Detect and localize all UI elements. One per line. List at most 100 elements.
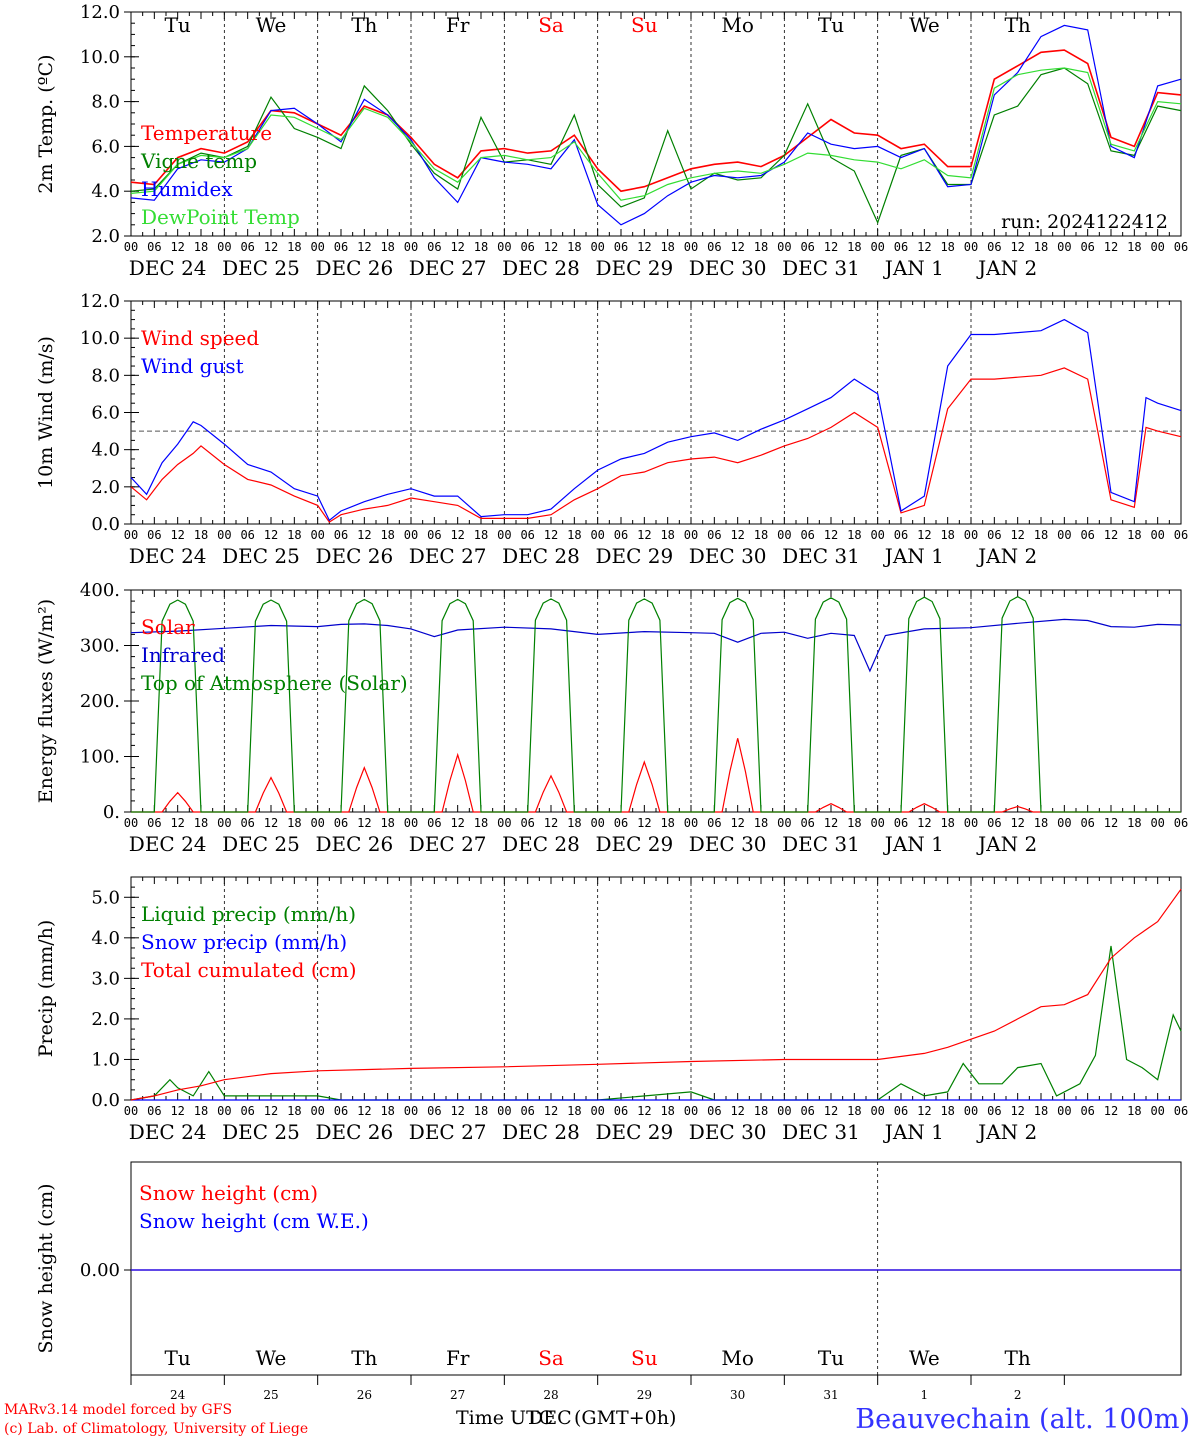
series-line: [131, 738, 1181, 813]
y-tick-label: 0.0: [91, 1090, 120, 1111]
hour-tick-label: 00: [1150, 240, 1164, 254]
date-label: DEC 24: [129, 544, 207, 568]
hour-tick-label: 12: [357, 816, 371, 830]
y-tick-label: 1.0: [91, 1049, 120, 1070]
hour-tick-label: 12: [637, 240, 651, 254]
hour-tick-label: 12: [170, 1104, 184, 1118]
hour-tick-label: 18: [474, 816, 488, 830]
series-line: [130, 318, 1182, 522]
hour-tick-label: 18: [567, 1104, 581, 1118]
hour-tick-label: 00: [777, 816, 791, 830]
hour-tick-label: 06: [614, 816, 628, 830]
date-label: DEC 27: [409, 256, 487, 280]
hour-tick-label: 06: [614, 240, 628, 254]
date-label: DEC 28: [502, 256, 580, 280]
legend-entry: Snow precip (mm/h): [141, 930, 347, 954]
hour-tick-label: 06: [800, 816, 814, 830]
y-tick-label: 5.0: [91, 887, 120, 908]
hour-tick-label: 18: [660, 1104, 674, 1118]
date-label: DEC 30: [689, 832, 767, 856]
hour-tick-label: 06: [240, 1104, 254, 1118]
hour-tick-label: 06: [334, 528, 348, 542]
weekday-label: Sa: [538, 13, 564, 37]
hour-tick-label: 00: [1057, 1104, 1071, 1118]
run-label: run: 2024122412: [1001, 211, 1168, 233]
hour-tick-label: 06: [147, 528, 161, 542]
date-label: DEC 26: [315, 832, 393, 856]
hour-tick-label: 18: [847, 1104, 861, 1118]
hour-tick-label: 06: [987, 528, 1001, 542]
hour-tick-label: 06: [334, 1104, 348, 1118]
y-axis-label: 10m Wind (m/s): [35, 336, 57, 489]
hour-tick-label: 12: [450, 528, 464, 542]
hour-tick-label: 18: [754, 1104, 768, 1118]
day-number-label: 27: [450, 1388, 465, 1402]
date-label: DEC 25: [222, 544, 300, 568]
date-label: JAN 2: [976, 256, 1037, 280]
y-tick-label: 200.: [80, 691, 120, 712]
date-label: DEC 31: [782, 256, 860, 280]
hour-tick-label: 12: [637, 816, 651, 830]
hour-tick-label: 18: [567, 816, 581, 830]
weekday-label: Mo: [721, 1346, 754, 1370]
weekday-label: Tu: [818, 1346, 844, 1370]
hour-tick-label: 18: [567, 240, 581, 254]
y-tick-label: 400.: [80, 580, 120, 601]
hour-tick-label: 18: [1127, 816, 1141, 830]
date-label: DEC 25: [222, 256, 300, 280]
hour-tick-label: 06: [894, 240, 908, 254]
hour-tick-label: 12: [1104, 816, 1118, 830]
hour-tick-label: 00: [964, 1104, 978, 1118]
y-tick-label: 100.: [80, 747, 120, 768]
hour-tick-label: 00: [404, 528, 418, 542]
weekday-label: Fr: [446, 13, 470, 37]
hour-tick-label: 12: [170, 240, 184, 254]
date-label: DEC 25: [222, 1120, 300, 1144]
hour-tick-label: 00: [684, 240, 698, 254]
hour-tick-label: 06: [614, 1104, 628, 1118]
hour-tick-label: 12: [1010, 1104, 1024, 1118]
hour-tick-label: 18: [660, 528, 674, 542]
hour-tick-label: 06: [707, 1104, 721, 1118]
hour-tick-label: 18: [660, 816, 674, 830]
weekday-label: Th: [351, 13, 377, 37]
hour-tick-label: 12: [544, 528, 558, 542]
hour-tick-label: 06: [987, 816, 1001, 830]
hour-tick-label: 18: [1034, 240, 1048, 254]
hour-tick-label: 18: [754, 816, 768, 830]
y-tick-label: 6.0: [91, 403, 120, 424]
y-tick-label: 12.0: [80, 2, 120, 23]
weekday-label: Tu: [165, 13, 191, 37]
hour-tick-label: 00: [217, 1104, 231, 1118]
hour-tick-label: 12: [824, 240, 838, 254]
weekday-label: We: [909, 13, 940, 37]
hour-tick-label: 18: [1127, 1104, 1141, 1118]
y-tick-label: 3.0: [91, 968, 120, 989]
hour-tick-label: 12: [917, 1104, 931, 1118]
date-label: DEC 26: [315, 1120, 393, 1144]
hour-tick-label: 00: [124, 1104, 138, 1118]
hour-tick-label: 18: [194, 1104, 208, 1118]
date-label: JAN 1: [883, 544, 944, 568]
hour-tick-label: 06: [894, 528, 908, 542]
hour-tick-label: 12: [1010, 816, 1024, 830]
hour-tick-label: 06: [1174, 816, 1188, 830]
hour-tick-label: 00: [870, 528, 884, 542]
weekday-label: Tu: [818, 13, 844, 37]
hour-tick-label: 18: [287, 816, 301, 830]
y-tick-label: 10.0: [80, 47, 120, 68]
legend-entry: Wind speed: [141, 326, 259, 350]
weekday-label: Fr: [446, 1346, 470, 1370]
series-line: [130, 888, 1182, 1101]
hour-tick-label: 12: [450, 240, 464, 254]
hour-tick-label: 18: [940, 240, 954, 254]
hour-tick-label: 12: [544, 1104, 558, 1118]
date-label: DEC 27: [409, 832, 487, 856]
legend-entry: Solar: [141, 615, 195, 639]
date-label: DEC 30: [689, 544, 767, 568]
hour-tick-label: 00: [684, 816, 698, 830]
date-label: DEC 31: [782, 832, 860, 856]
hour-tick-label: 12: [357, 528, 371, 542]
hour-tick-label: 12: [450, 816, 464, 830]
date-label: DEC 24: [129, 256, 207, 280]
